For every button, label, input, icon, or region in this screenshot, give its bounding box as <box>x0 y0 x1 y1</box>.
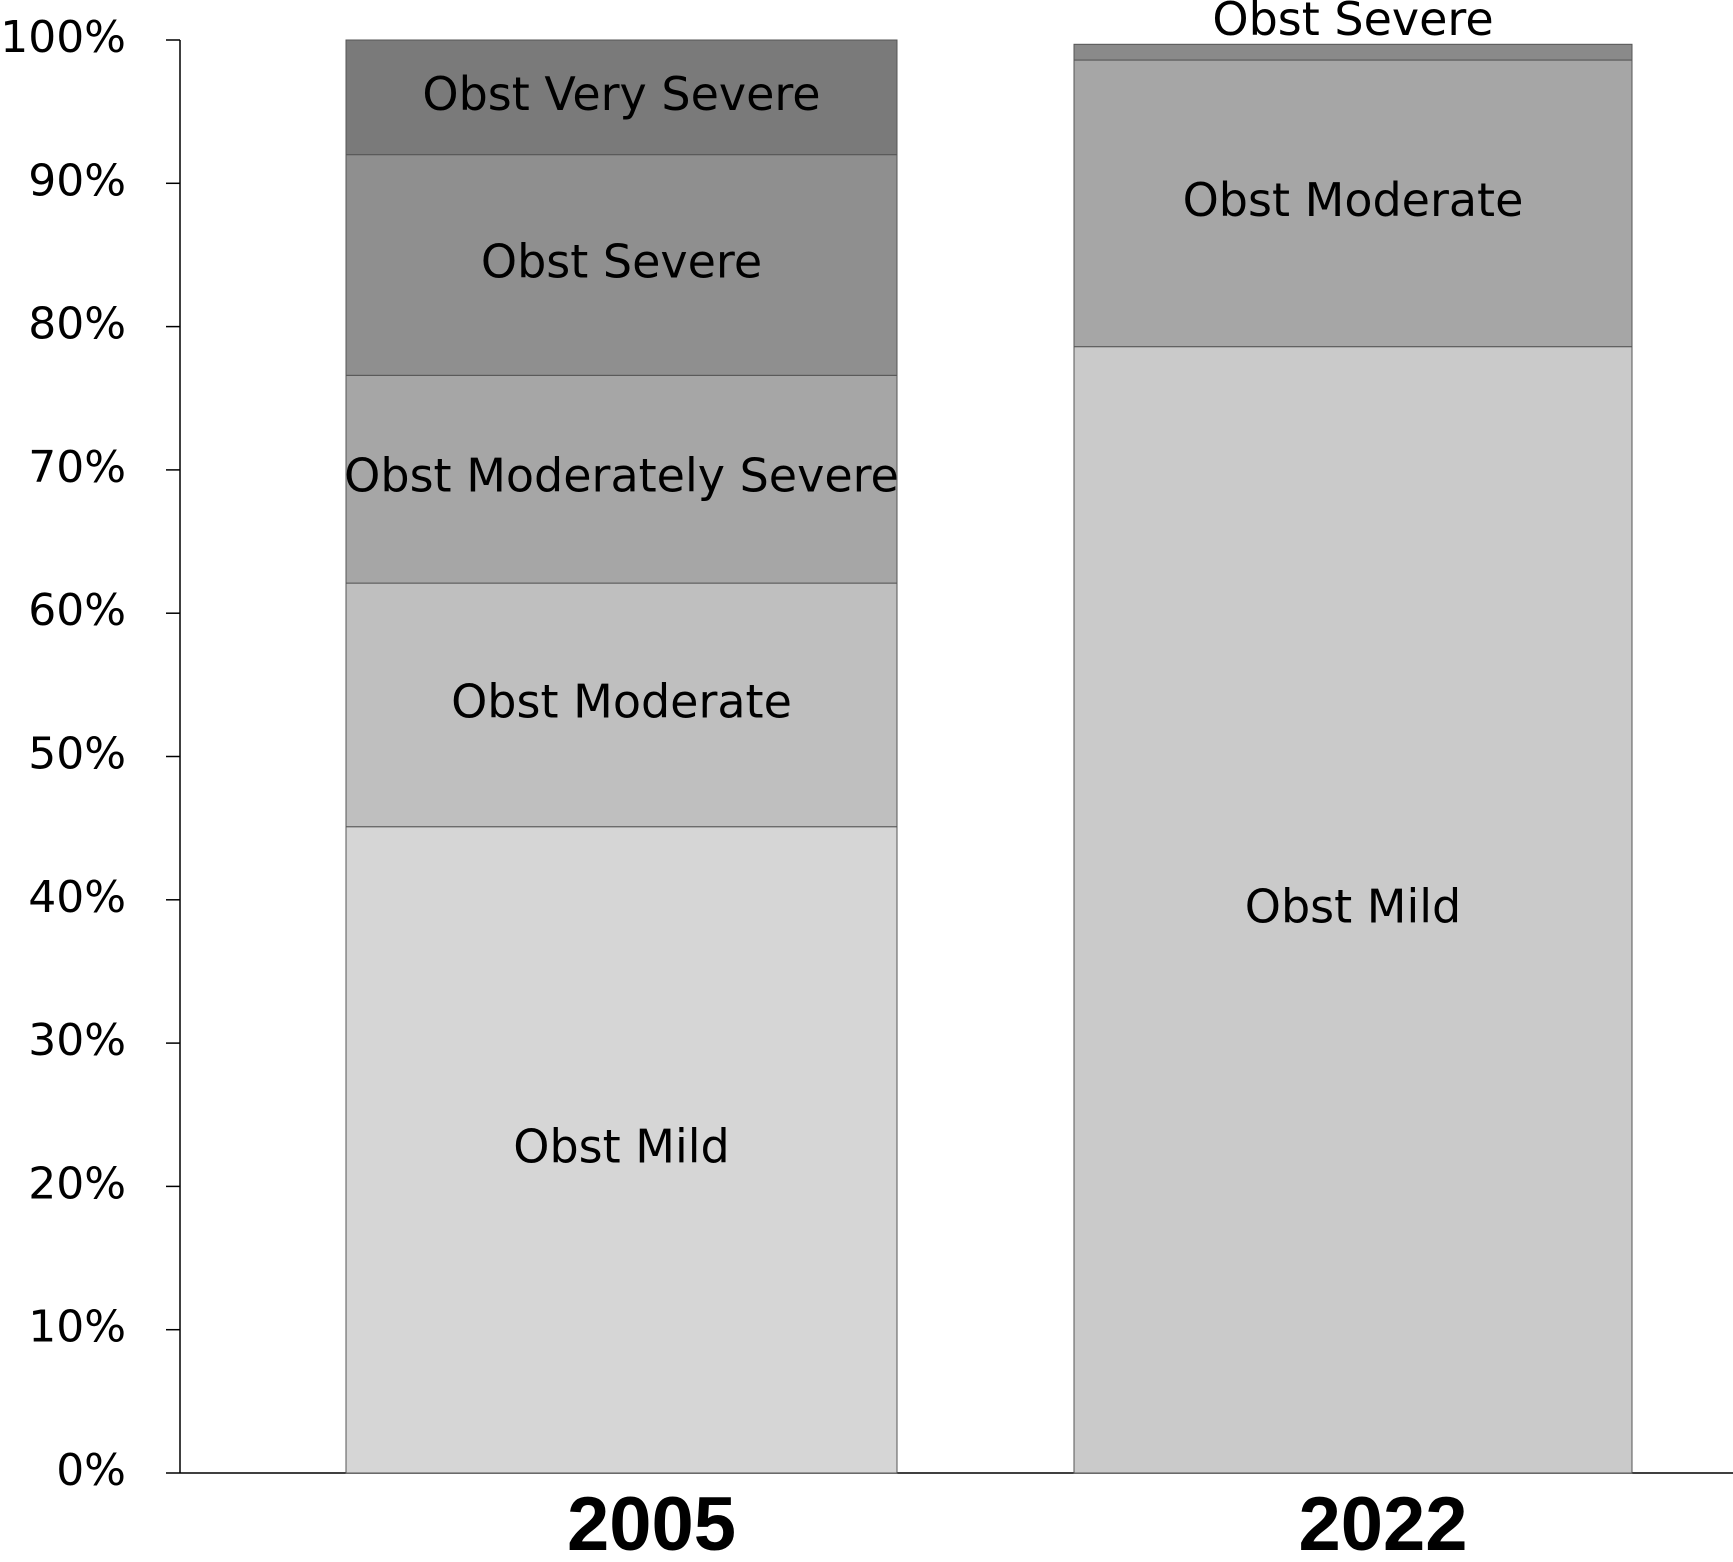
segment-label: Obst Severe <box>481 234 762 288</box>
y-tick-label: 80% <box>28 299 126 350</box>
y-tick-label: 50% <box>28 729 126 780</box>
bar-segment <box>1073 346 1633 1474</box>
segment-label: Obst Mild <box>1245 879 1461 933</box>
y-tick-label: 20% <box>28 1158 126 1209</box>
segment-label: Obst Very Severe <box>422 67 820 121</box>
bar-segment <box>345 39 898 156</box>
bar-segment <box>345 374 898 584</box>
y-tick-label: 60% <box>28 585 126 636</box>
y-tick-label: 100% <box>0 12 126 63</box>
bar-segment <box>1073 59 1633 348</box>
y-tick-label: 30% <box>28 1015 126 1066</box>
y-tick-label: 40% <box>28 872 126 923</box>
y-tick-label: 0% <box>56 1445 126 1496</box>
y-tick-label: 10% <box>28 1302 126 1353</box>
y-tick-label: 90% <box>28 155 126 206</box>
bar-segment <box>1073 43 1633 61</box>
x-tick-label: 2005 <box>567 1482 736 1562</box>
segment-label: Obst Moderate <box>451 674 792 728</box>
segment-label: Obst Severe <box>1212 0 1493 46</box>
bar-segment <box>345 826 898 1474</box>
y-tick-label: 70% <box>28 442 126 493</box>
bar-segment <box>345 582 898 828</box>
segment-label: Obst Moderate <box>1183 173 1524 227</box>
segment-label: Obst Moderately Severe <box>344 449 899 503</box>
x-tick-label: 2022 <box>1298 1482 1467 1562</box>
segment-label: Obst Mild <box>513 1119 729 1173</box>
bar-segment <box>345 154 898 376</box>
